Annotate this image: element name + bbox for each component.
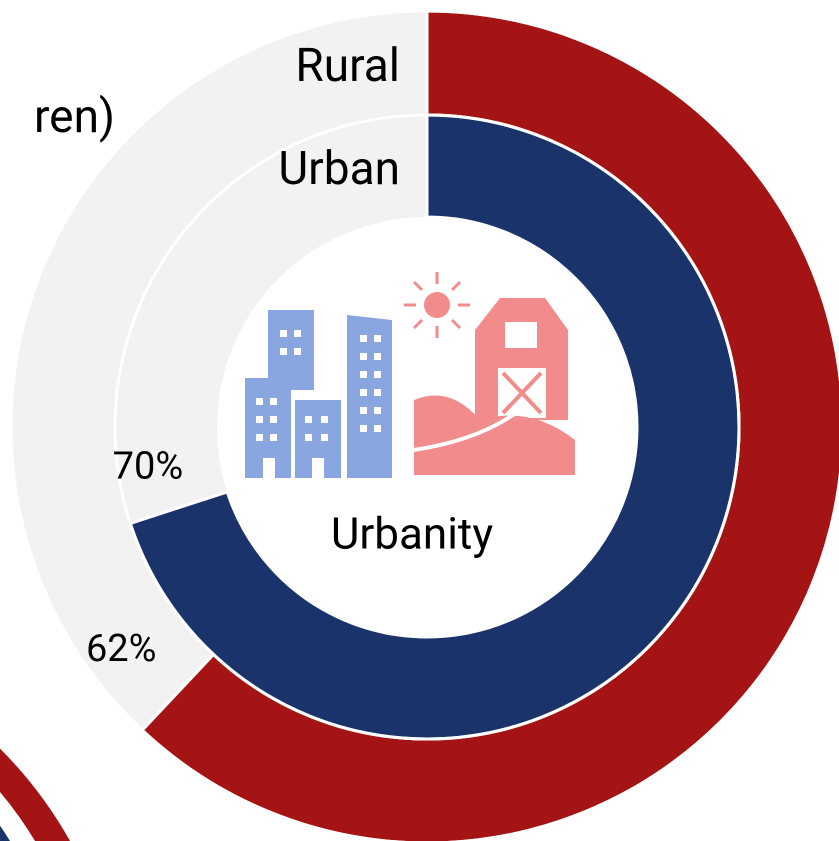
value-label: 62% <box>86 627 157 671</box>
ring-border <box>113 113 741 741</box>
farm-icon <box>404 272 575 475</box>
neighbor-arc <box>0 748 70 841</box>
neighbor-arc <box>0 825 10 841</box>
ring-border <box>9 9 839 841</box>
chart-title: ren) <box>34 90 115 144</box>
rings <box>9 9 839 841</box>
series-label: Rural <box>295 39 400 93</box>
neighbor-chart <box>0 748 70 841</box>
city-icon <box>245 310 392 478</box>
center-label: Urbanity <box>331 508 493 560</box>
value-label: 70% <box>113 444 184 488</box>
series-label: Urban <box>278 142 400 196</box>
